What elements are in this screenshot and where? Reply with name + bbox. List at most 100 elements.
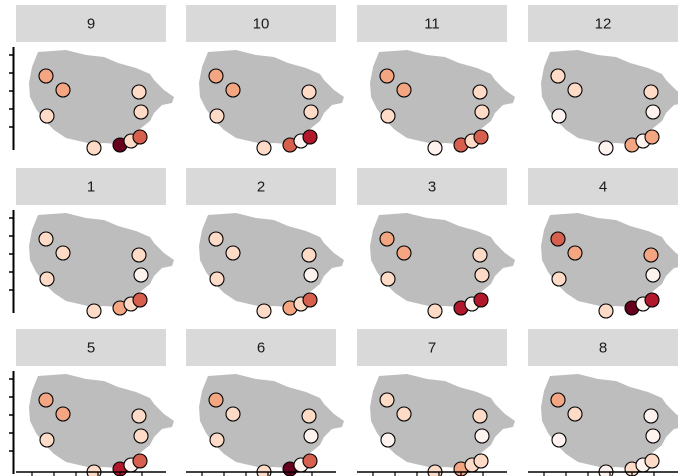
land-shape bbox=[199, 374, 344, 468]
land-shape bbox=[29, 374, 174, 468]
site-point bbox=[551, 432, 567, 448]
site-point bbox=[208, 68, 224, 84]
site-point bbox=[38, 392, 54, 408]
site-point bbox=[133, 267, 149, 283]
site-point bbox=[551, 108, 567, 124]
site-point bbox=[225, 82, 241, 98]
land-shape bbox=[29, 213, 174, 307]
panel: 11 bbox=[357, 5, 515, 156]
panel-label: 6 bbox=[257, 340, 265, 357]
site-point bbox=[396, 82, 412, 98]
site-point bbox=[39, 432, 55, 448]
land-shape bbox=[370, 50, 515, 144]
site-point bbox=[379, 68, 395, 84]
site-point bbox=[567, 245, 583, 261]
site-point bbox=[427, 140, 443, 156]
site-point bbox=[225, 406, 241, 422]
site-point bbox=[644, 129, 660, 145]
site-point bbox=[55, 82, 71, 98]
panel-strip bbox=[357, 168, 507, 205]
panel-strip bbox=[186, 5, 336, 42]
panel-strip bbox=[528, 5, 678, 42]
panel-label: 2 bbox=[257, 179, 265, 196]
site-point bbox=[380, 432, 396, 448]
site-point bbox=[645, 428, 661, 444]
site-point bbox=[256, 140, 272, 156]
site-point bbox=[133, 104, 149, 120]
panel-label: 8 bbox=[599, 340, 607, 357]
site-point bbox=[86, 464, 102, 476]
panel-strip bbox=[357, 5, 507, 42]
site-point bbox=[225, 245, 241, 261]
site-point bbox=[302, 129, 318, 145]
site-point bbox=[303, 428, 319, 444]
site-point bbox=[209, 432, 225, 448]
panel-label: 7 bbox=[428, 340, 436, 357]
site-point bbox=[132, 453, 148, 469]
panel-label: 5 bbox=[87, 340, 95, 357]
site-point bbox=[133, 428, 149, 444]
site-point bbox=[86, 303, 102, 319]
land-shape bbox=[370, 374, 515, 468]
site-point bbox=[303, 104, 319, 120]
site-point bbox=[209, 271, 225, 287]
panel: 5 bbox=[16, 329, 174, 476]
site-point bbox=[427, 464, 443, 476]
panel-label: 1 bbox=[87, 179, 95, 196]
panel-strip bbox=[186, 168, 336, 205]
site-point bbox=[256, 303, 272, 319]
site-point bbox=[302, 453, 318, 469]
site-point bbox=[379, 231, 395, 247]
site-point bbox=[208, 392, 224, 408]
panel-strip bbox=[16, 5, 166, 42]
panel-strip bbox=[528, 168, 678, 205]
panel-strip bbox=[16, 329, 166, 366]
site-point bbox=[567, 82, 583, 98]
site-point bbox=[39, 108, 55, 124]
site-point bbox=[38, 231, 54, 247]
site-point bbox=[644, 453, 660, 469]
site-point bbox=[131, 247, 147, 263]
panel: 8 bbox=[528, 329, 678, 476]
site-point bbox=[427, 303, 443, 319]
panel: 7 bbox=[357, 329, 515, 476]
site-point bbox=[474, 104, 490, 120]
site-point bbox=[132, 292, 148, 308]
site-point bbox=[379, 392, 395, 408]
panel-label: 10 bbox=[253, 16, 270, 33]
site-point bbox=[208, 231, 224, 247]
panel-strip bbox=[528, 329, 678, 366]
site-point bbox=[473, 129, 489, 145]
site-point bbox=[302, 292, 318, 308]
panel: 3 bbox=[357, 168, 515, 319]
site-point bbox=[131, 408, 147, 424]
panel-strip bbox=[16, 168, 166, 205]
land-shape bbox=[29, 50, 174, 144]
panel: 9 bbox=[16, 5, 174, 156]
panel: 12 bbox=[528, 5, 678, 156]
panel-label: 4 bbox=[599, 179, 607, 196]
site-point bbox=[643, 247, 659, 263]
site-point bbox=[473, 453, 489, 469]
site-point bbox=[472, 408, 488, 424]
panel-label: 9 bbox=[87, 16, 95, 33]
site-point bbox=[209, 108, 225, 124]
land-shape bbox=[541, 213, 678, 307]
site-point bbox=[86, 140, 102, 156]
site-point bbox=[598, 464, 614, 476]
panel-label: 12 bbox=[595, 16, 612, 33]
land-shape bbox=[370, 213, 515, 307]
site-point bbox=[550, 392, 566, 408]
site-point bbox=[301, 247, 317, 263]
panel-label: 11 bbox=[424, 16, 440, 33]
land-shape bbox=[541, 374, 678, 468]
site-point bbox=[474, 267, 490, 283]
panel: 4 bbox=[528, 168, 678, 319]
site-point bbox=[131, 84, 147, 100]
site-point bbox=[472, 84, 488, 100]
site-point bbox=[551, 271, 567, 287]
site-point bbox=[396, 245, 412, 261]
site-point bbox=[473, 292, 489, 308]
site-point bbox=[380, 108, 396, 124]
